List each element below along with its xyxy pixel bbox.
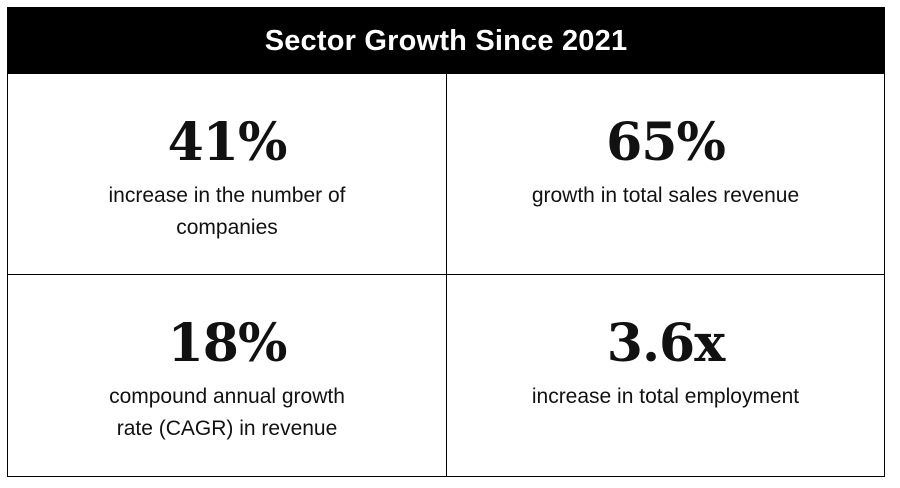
stat-description: increase in the number of companies <box>108 184 346 239</box>
stat-value: 3.6x <box>606 313 725 374</box>
stats-grid: 41% increase in the number of companies … <box>8 74 884 476</box>
stat-description: increase in total employment <box>531 385 800 408</box>
panel-title: Sector Growth Since 2021 <box>8 8 884 74</box>
stat-description: growth in total sales revenue <box>531 184 800 207</box>
stat-description: compound annual growth rate (CAGR) in re… <box>109 385 345 440</box>
stat-value: 65% <box>606 112 726 173</box>
stat-cell-employment: 3.6x increase in total employment <box>447 275 884 476</box>
stat-value: 18% <box>167 313 288 374</box>
stat-cell-cagr: 18% compound annual growth rate (CAGR) i… <box>8 275 447 476</box>
stat-cell-sales-revenue: 65% growth in total sales revenue <box>447 74 884 275</box>
sector-growth-panel: Sector Growth Since 2021 41% increase in… <box>7 7 885 477</box>
stat-value: 41% <box>167 112 288 173</box>
stat-cell-companies: 41% increase in the number of companies <box>8 74 447 275</box>
